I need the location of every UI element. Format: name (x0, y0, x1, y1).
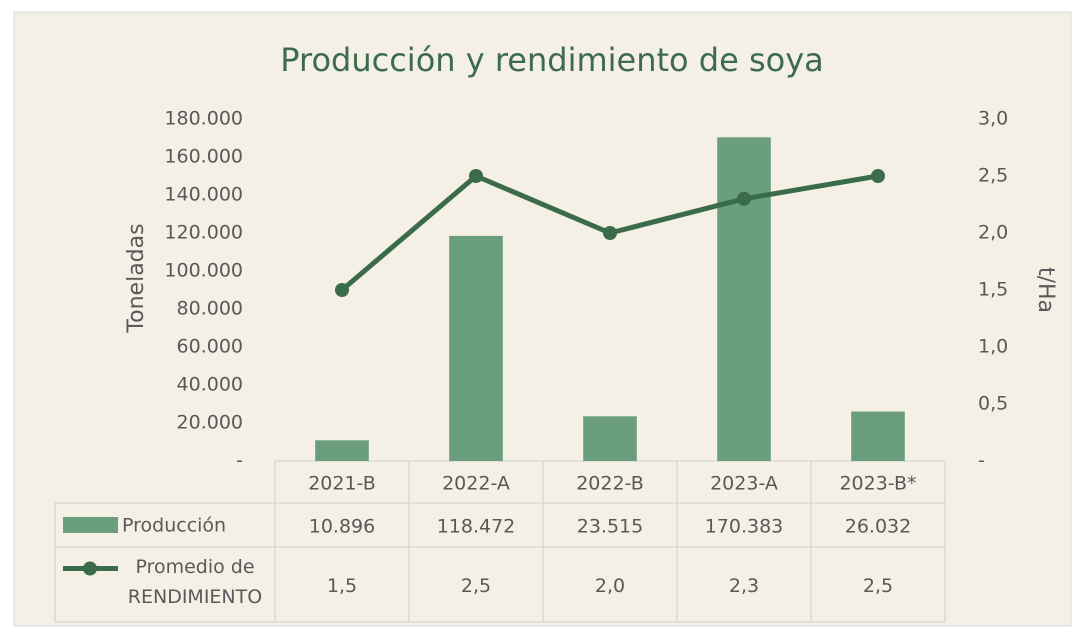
y2-tick-label: 2,5 (978, 165, 1008, 187)
legend-label: Promedio de RENDIMIENTO (127, 555, 263, 608)
y2-tick-label: 2,0 (978, 222, 1008, 244)
y-tick-label: 40.000 (177, 374, 243, 396)
line-point (335, 283, 349, 297)
legend-swatch (83, 561, 97, 576)
y-tick-label: 20.000 (177, 412, 243, 434)
x-tick-label: 2022-A (442, 473, 510, 495)
table-value: 1,5 (327, 575, 357, 597)
line-point (871, 169, 885, 183)
chart-title: Producción y rendimiento de soya (280, 41, 824, 79)
table-value: 118.472 (437, 516, 516, 538)
y2-tick-label: 3,0 (978, 108, 1008, 130)
table-value: 2,3 (729, 575, 759, 597)
x-tick-label: 2023-B* (839, 473, 916, 495)
bar (851, 411, 905, 461)
line-point (603, 226, 617, 240)
y2-tick-label: - (978, 450, 985, 472)
y-tick-label: 100.000 (164, 260, 243, 282)
y2-tick-label: 1,5 (978, 279, 1008, 301)
y2-tick-label: 1,0 (978, 336, 1008, 358)
x-tick-label: 2022-B (576, 473, 644, 495)
y-tick-label: - (236, 450, 243, 472)
bar (583, 416, 637, 461)
table-value: 2,0 (595, 575, 625, 597)
y-tick-label: 60.000 (177, 336, 243, 358)
y-tick-label: 180.000 (164, 108, 243, 130)
y2-axis-label: t/Ha (1033, 267, 1058, 313)
y-tick-label: 80.000 (177, 298, 243, 320)
bar (315, 440, 369, 461)
bar (717, 137, 771, 462)
table-value: 10.896 (309, 516, 375, 538)
table-value: 170.383 (705, 516, 784, 538)
y-axis-label: Toneladas (124, 223, 149, 333)
legend-swatch (63, 517, 118, 533)
x-tick-label: 2023-A (710, 473, 778, 495)
table-value: 23.515 (577, 516, 643, 538)
legend-label-box: Promedio de RENDIMIENTO (127, 555, 263, 608)
y-tick-label: 160.000 (164, 146, 243, 168)
y-tick-label: 140.000 (164, 184, 243, 206)
bar (449, 235, 503, 461)
table-value: 26.032 (845, 516, 911, 538)
line-point (469, 169, 483, 183)
line-point (737, 191, 751, 206)
y2-tick-label: 0,5 (978, 393, 1008, 415)
table-value: 2,5 (863, 575, 893, 597)
legend-label: Producción (122, 515, 226, 537)
table-value: 2,5 (461, 575, 491, 597)
x-tick-label: 2021-B (308, 473, 376, 495)
y-tick-label: 120.000 (164, 222, 243, 244)
